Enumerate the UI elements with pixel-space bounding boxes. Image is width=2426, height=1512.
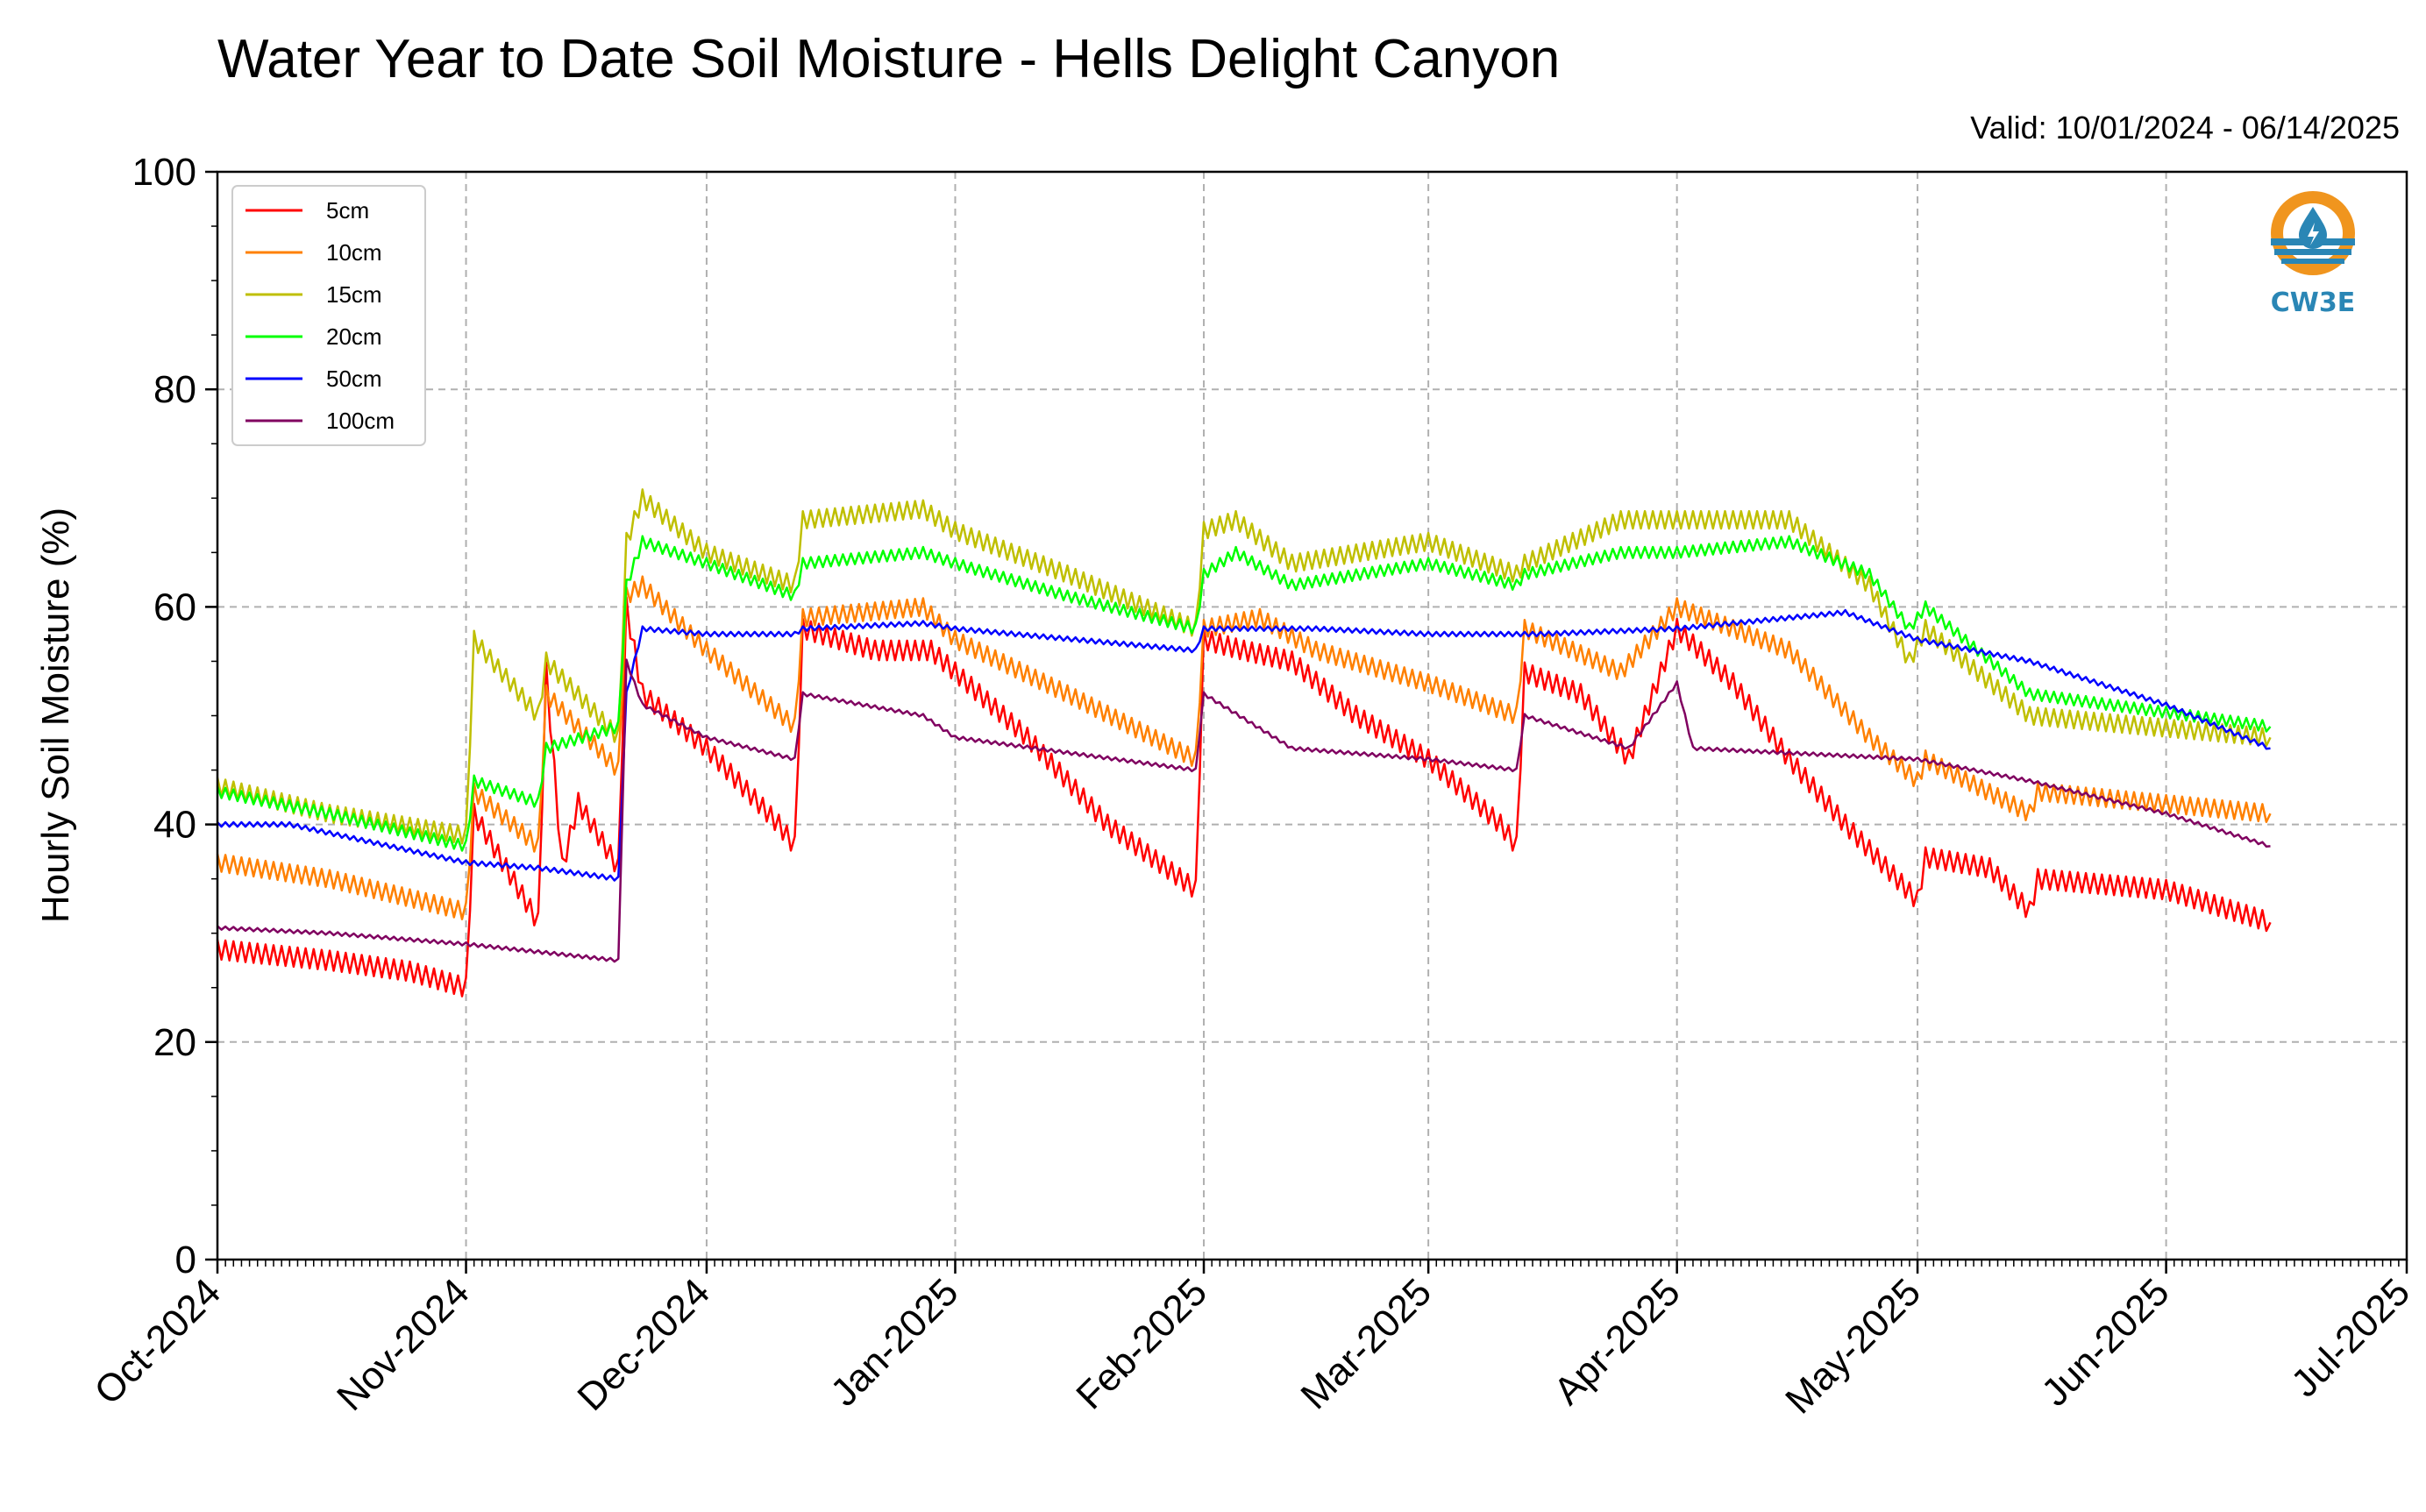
- legend-label-5cm: 5cm: [326, 197, 369, 224]
- series-line-100cm: [217, 658, 2271, 963]
- series-line-10cm: [216, 575, 2272, 920]
- y-tick-label: 40: [153, 804, 196, 847]
- grid-lines: [217, 172, 2407, 1260]
- y-tick-label: 100: [132, 151, 196, 194]
- x-tick-label: Mar-2025: [1292, 1270, 1440, 1417]
- x-tick-label: Feb-2025: [1068, 1270, 1215, 1417]
- y-axis-label: Hourly Soil Moisture (%): [34, 508, 77, 923]
- chart-title: Water Year to Date Soil Moisture - Hells…: [217, 29, 1561, 89]
- x-tick-label: Jan-2025: [822, 1270, 966, 1414]
- y-tick-label: 0: [175, 1239, 196, 1281]
- x-tick-label: Jun-2025: [2033, 1270, 2177, 1414]
- x-tick-label: May-2025: [1777, 1270, 1929, 1422]
- series-line-15cm: [216, 488, 2272, 845]
- legend-label-100cm: 100cm: [326, 408, 395, 434]
- legend-label-50cm: 50cm: [326, 366, 382, 392]
- legend[interactable]: 5cm 10cm 15cm 20cm 50cm 100cm: [231, 185, 426, 446]
- y-tick-label: 60: [153, 586, 196, 628]
- logo-text: CW3E: [2270, 287, 2356, 318]
- series-line-5cm: [216, 595, 2272, 997]
- legend-label-15cm: 15cm: [326, 281, 382, 308]
- x-tick-label: Jul-2025: [2283, 1270, 2418, 1405]
- cw3e-water-drop-logo-icon: [2271, 191, 2355, 275]
- series-lines: [216, 488, 2272, 997]
- legend-label-20cm: 20cm: [326, 323, 382, 350]
- valid-date-range: Valid: 10/01/2024 - 06/14/2025: [1970, 110, 2400, 146]
- series-line-20cm: [216, 535, 2272, 852]
- x-tick-label: Nov-2024: [329, 1270, 478, 1419]
- axes: Oct-2024 Nov-2024 Dec-2024 Jan-2025 Feb-2025…: [86, 151, 2418, 1422]
- y-tick-label: 20: [153, 1021, 196, 1064]
- series-line-50cm: [217, 608, 2271, 882]
- cw3e-logo: CW3E: [2260, 184, 2366, 324]
- legend-box: [231, 185, 426, 446]
- y-tick-label: 80: [153, 368, 196, 411]
- x-tick-label: Dec-2024: [569, 1270, 718, 1419]
- x-tick-label: Oct-2024: [86, 1270, 229, 1413]
- x-tick-label: Apr-2025: [1546, 1270, 1689, 1413]
- legend-label-10cm: 10cm: [326, 239, 382, 266]
